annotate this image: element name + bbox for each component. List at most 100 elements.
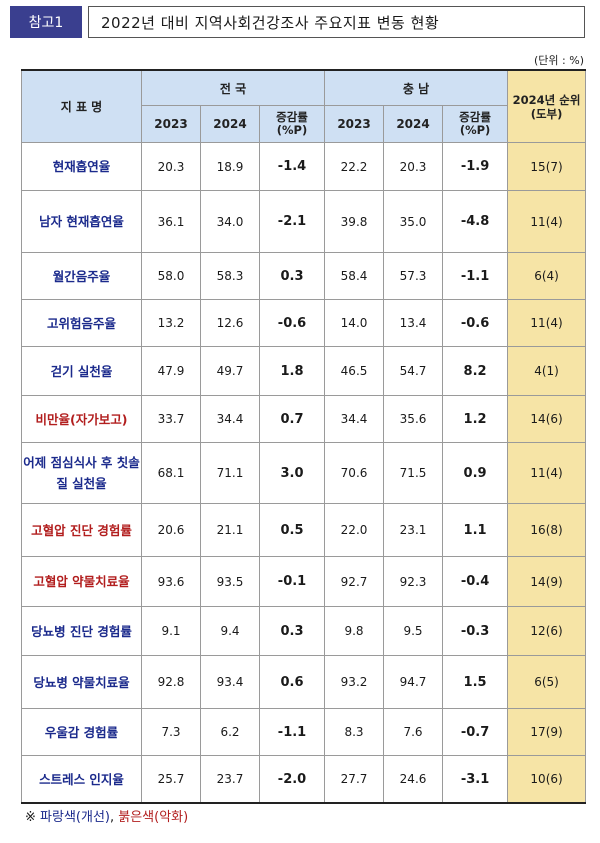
national-2024-value: 49.7 <box>200 346 260 396</box>
unit-note: (단위 : %) <box>534 54 584 67</box>
national-2024-value: 18.9 <box>200 142 260 191</box>
national-2024-value: 58.3 <box>200 252 260 300</box>
national-change-value: -0.1 <box>258 556 326 607</box>
legend-prefix: ※ <box>25 810 41 825</box>
chungnam-2024-value: 71.5 <box>383 442 444 504</box>
national-2023-value: 93.6 <box>141 556 201 607</box>
national-2023-value: 9.1 <box>141 606 201 656</box>
national-change-value: -0.6 <box>258 299 326 347</box>
national-change-value: -1.1 <box>258 708 326 756</box>
national-2024-value: 34.0 <box>200 190 260 253</box>
national-change-value: 1.8 <box>258 346 326 396</box>
chungnam-change-header: 증감률 (%P) <box>442 105 509 143</box>
color-legend: ※ 파랑색(개선), 붉은색(악화) <box>25 806 188 825</box>
table-body: 현재흡연율 20.3 18.9 -1.4 22.2 20.3 -1.9 15(7) 남자 현재흡… <box>21 142 587 804</box>
document-title: 2022년 대비 지역사회건강조사 주요지표 변동 현황 <box>88 6 585 38</box>
national-2024-value: 93.4 <box>200 655 260 709</box>
national-change-header: 증감률 (%P) <box>258 105 326 143</box>
national-2023-value: 20.6 <box>141 503 201 557</box>
chungnam-2024-value: 94.7 <box>383 655 444 709</box>
chungnam-2024-value: 35.0 <box>383 190 444 253</box>
chungnam-2024-value: 24.6 <box>383 755 444 804</box>
rank-value: 6(5) <box>507 655 587 709</box>
table-row: 당뇨병 약물치료율 92.8 93.4 0.6 93.2 94.7 1.5 6(5) <box>21 655 587 709</box>
national-change-value: 0.3 <box>258 606 326 656</box>
rank-value: 4(1) <box>507 346 587 396</box>
national-change-value: 0.6 <box>258 655 326 709</box>
indicator-name: 고위험음주율 <box>21 299 142 347</box>
rank-value: 6(4) <box>507 252 587 300</box>
chungnam-2024-value: 7.6 <box>383 708 444 756</box>
chungnam-2024-value: 92.3 <box>383 556 444 607</box>
national-2023-header: 2023 <box>141 105 201 143</box>
national-2023-value: 68.1 <box>141 442 201 504</box>
national-2024-value: 93.5 <box>200 556 260 607</box>
chungnam-change-value: 1.2 <box>442 395 509 443</box>
chungnam-change-value: -0.6 <box>442 299 509 347</box>
chungnam-change-value: -0.3 <box>442 606 509 656</box>
chungnam-2023-value: 22.0 <box>324 503 385 557</box>
indicator-table: 지 표 명 전 국 충 남 2024년 순위(도부) 2023 2024 증감률… <box>21 69 587 804</box>
chungnam-2023-value: 39.8 <box>324 190 385 253</box>
table-row: 현재흡연율 20.3 18.9 -1.4 22.2 20.3 -1.9 15(7) <box>21 142 587 191</box>
indicator-name: 어제 점심식사 후 칫솔질 실천율 <box>21 442 142 504</box>
national-2023-value: 47.9 <box>141 346 201 396</box>
table-row: 당뇨병 진단 경험률 9.1 9.4 0.3 9.8 9.5 -0.3 12(6) <box>21 606 587 656</box>
chungnam-2023-value: 9.8 <box>324 606 385 656</box>
chungnam-2023-header: 2023 <box>324 105 385 143</box>
table-row: 고혈압 약물치료율 93.6 93.5 -0.1 92.7 92.3 -0.4 14(9) <box>21 556 587 607</box>
national-2023-value: 20.3 <box>141 142 201 191</box>
rank-value: 14(6) <box>507 395 587 443</box>
indicator-name: 우울감 경험률 <box>21 708 142 756</box>
rank-value: 17(9) <box>507 708 587 756</box>
chungnam-change-value: -0.7 <box>442 708 509 756</box>
indicator-name: 당뇨병 약물치료율 <box>21 655 142 709</box>
national-2024-value: 6.2 <box>200 708 260 756</box>
chungnam-2023-value: 70.6 <box>324 442 385 504</box>
indicator-name: 고혈압 진단 경험률 <box>21 503 142 557</box>
chungnam-change-value: -3.1 <box>442 755 509 804</box>
chungnam-change-value: 1.1 <box>442 503 509 557</box>
national-change-value: 0.7 <box>258 395 326 443</box>
chungnam-2024-value: 23.1 <box>383 503 444 557</box>
national-2023-value: 13.2 <box>141 299 201 347</box>
rank-value: 15(7) <box>507 142 587 191</box>
legend-improved: 파랑색(개선) <box>40 810 110 825</box>
national-2024-value: 23.7 <box>200 755 260 804</box>
national-2024-header: 2024 <box>200 105 260 143</box>
chungnam-2023-value: 93.2 <box>324 655 385 709</box>
table-row: 비만율(자가보고) 33.7 34.4 0.7 34.4 35.6 1.2 14(6) <box>21 395 587 443</box>
indicator-name: 현재흡연율 <box>21 142 142 191</box>
table-row: 걷기 실천율 47.9 49.7 1.8 46.5 54.7 8.2 4(1) <box>21 346 587 396</box>
indicator-name: 고혈압 약물치료율 <box>21 556 142 607</box>
chungnam-change-value: 1.5 <box>442 655 509 709</box>
legend-worsened: 붉은색(악화) <box>118 810 189 825</box>
chungnam-change-value: -0.4 <box>442 556 509 607</box>
chungnam-2023-value: 27.7 <box>324 755 385 804</box>
chungnam-change-value: 8.2 <box>442 346 509 396</box>
chungnam-2024-header: 2024 <box>383 105 444 143</box>
national-2024-value: 9.4 <box>200 606 260 656</box>
national-change-value: 0.5 <box>258 503 326 557</box>
document-header: 참고1 2022년 대비 지역사회건강조사 주요지표 변동 현황 <box>10 6 585 38</box>
indicator-name: 당뇨병 진단 경험률 <box>21 606 142 656</box>
chungnam-2024-value: 13.4 <box>383 299 444 347</box>
national-change-value: 0.3 <box>258 252 326 300</box>
national-2023-value: 33.7 <box>141 395 201 443</box>
reference-tag: 참고1 <box>10 6 82 38</box>
national-2023-value: 92.8 <box>141 655 201 709</box>
table-row: 고혈압 진단 경험률 20.6 21.1 0.5 22.0 23.1 1.1 16(8) <box>21 503 587 557</box>
rank-value: 11(4) <box>507 190 587 253</box>
chungnam-2024-value: 9.5 <box>383 606 444 656</box>
chungnam-2023-value: 46.5 <box>324 346 385 396</box>
national-change-value: -2.1 <box>258 190 326 253</box>
table-row: 스트레스 인지율 25.7 23.7 -2.0 27.7 24.6 -3.1 10(6) <box>21 755 587 804</box>
table-row: 월간음주율 58.0 58.3 0.3 58.4 57.3 -1.1 6(4) <box>21 252 587 300</box>
table-row: 우울감 경험률 7.3 6.2 -1.1 8.3 7.6 -0.7 17(9) <box>21 708 587 756</box>
chungnam-header: 충 남 <box>324 69 509 106</box>
national-change-value: -2.0 <box>258 755 326 804</box>
indicator-name: 걷기 실천율 <box>21 346 142 396</box>
national-2024-value: 71.1 <box>200 442 260 504</box>
table-row: 어제 점심식사 후 칫솔질 실천율 68.1 71.1 3.0 70.6 71.5 0.9 1… <box>21 442 587 504</box>
chungnam-2023-value: 58.4 <box>324 252 385 300</box>
